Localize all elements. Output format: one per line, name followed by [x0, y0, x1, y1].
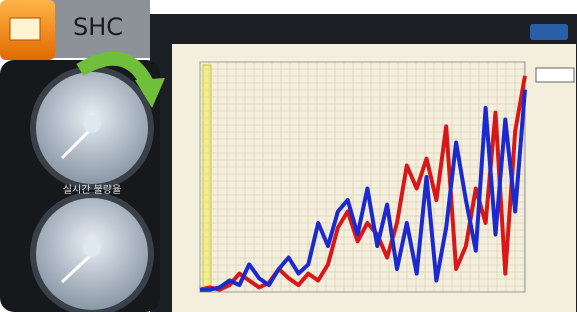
app-icon-glyph: [10, 18, 40, 40]
screen: 실시간 불량율 SHC: [0, 0, 577, 312]
top-button[interactable]: [530, 24, 568, 40]
gauge: [30, 192, 154, 312]
highlight-band: [203, 65, 211, 290]
gauge: [30, 66, 154, 190]
legend-box: [536, 68, 574, 82]
gauge-label: 실시간 불량율: [63, 184, 121, 196]
app-tab-label: SHC: [73, 13, 123, 41]
